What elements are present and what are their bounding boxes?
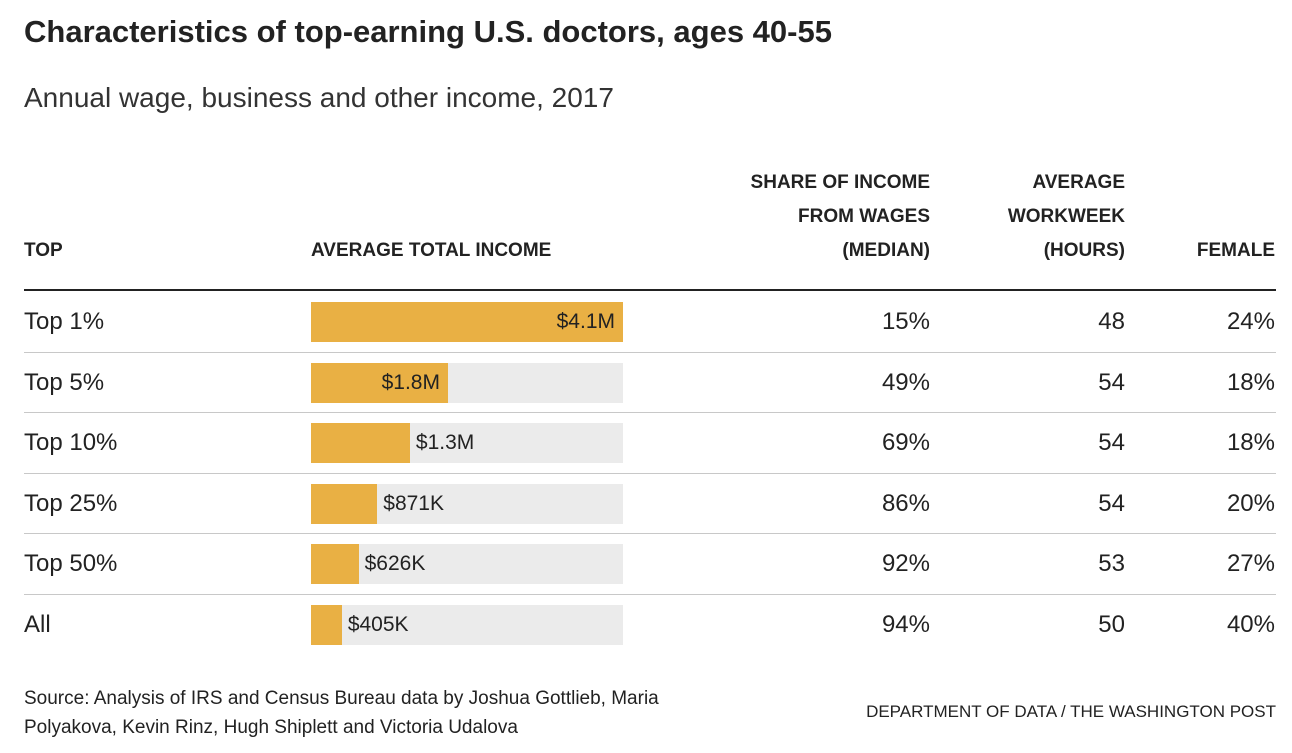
- cell-workweek: 54: [1098, 368, 1125, 396]
- title: Characteristics of top-earning U.S. doct…: [24, 14, 832, 49]
- cell-workweek: 53: [1098, 550, 1125, 577]
- cell-wages: 15%: [881, 308, 930, 335]
- cell-female: 18%: [1226, 429, 1275, 456]
- cell-female: 20%: [1226, 489, 1275, 517]
- cell-wages: 49%: [881, 368, 930, 396]
- cell-female: 18%: [1226, 368, 1275, 396]
- source-line: Polyakova, Kevin Rinz, Hugh Shiplett and…: [24, 717, 518, 738]
- bar-track: [311, 544, 623, 584]
- bar-label: $626K: [364, 552, 426, 575]
- row-separator: [24, 472, 1276, 474]
- row-label: Top 10%: [24, 429, 118, 456]
- column-header: SHARE OF INCOME: [750, 172, 930, 193]
- column-header: WORKWEEK: [1007, 206, 1125, 227]
- bar: [311, 423, 410, 463]
- source: Source: Analysis of IRS and Census Burea…: [24, 684, 659, 742]
- bar-label: $1.8M: [381, 370, 440, 394]
- row-label: Top 1%: [24, 308, 105, 335]
- cell-wages: 86%: [881, 489, 930, 517]
- row-separator: [24, 351, 1276, 353]
- cell-workweek: 54: [1098, 429, 1125, 456]
- bar-track: [311, 604, 623, 645]
- row-label: Top 5%: [24, 368, 105, 396]
- bar: [311, 544, 359, 584]
- cell-female: 40%: [1226, 610, 1275, 638]
- source-line: Source: Analysis of IRS and Census Burea…: [24, 688, 659, 709]
- bar-label: $871K: [383, 491, 444, 515]
- credit: DEPARTMENT OF DATA / THE WASHINGTON POST: [866, 702, 1276, 721]
- bar-label: $4.1M: [556, 310, 615, 333]
- row-separator: [24, 412, 1276, 413]
- column-header: (MEDIAN): [842, 240, 930, 261]
- cell-wages: 69%: [881, 429, 930, 456]
- row-separator: [24, 533, 1276, 534]
- column-header: AVERAGE TOTAL INCOME: [311, 240, 552, 261]
- cell-workweek: 54: [1098, 489, 1125, 517]
- bar: [311, 483, 378, 524]
- column-header: FROM WAGES: [798, 206, 930, 227]
- cell-workweek: 50: [1098, 610, 1125, 638]
- bar: [311, 302, 623, 342]
- row-separator: [24, 593, 1276, 595]
- row-label: Top 25%: [24, 489, 118, 517]
- column-header: AVERAGE: [1032, 172, 1125, 193]
- bar: [311, 362, 448, 403]
- subtitle: Annual wage, business and other income, …: [24, 82, 614, 113]
- cell-wages: 94%: [881, 610, 930, 638]
- cell-female: 27%: [1226, 550, 1275, 577]
- column-header: FEMALE: [1196, 240, 1275, 261]
- cell-female: 24%: [1226, 308, 1275, 335]
- bar-label: $1.3M: [415, 431, 475, 454]
- column-header: (HOURS): [1043, 240, 1125, 261]
- row-label: Top 50%: [24, 550, 118, 577]
- column-header: TOP: [24, 240, 63, 261]
- cell-workweek: 48: [1098, 308, 1125, 335]
- row-label: All: [24, 610, 51, 638]
- header-rule: [24, 289, 1276, 291]
- bar-label: $405K: [347, 612, 409, 636]
- cell-wages: 92%: [881, 550, 930, 577]
- bar: [311, 604, 342, 645]
